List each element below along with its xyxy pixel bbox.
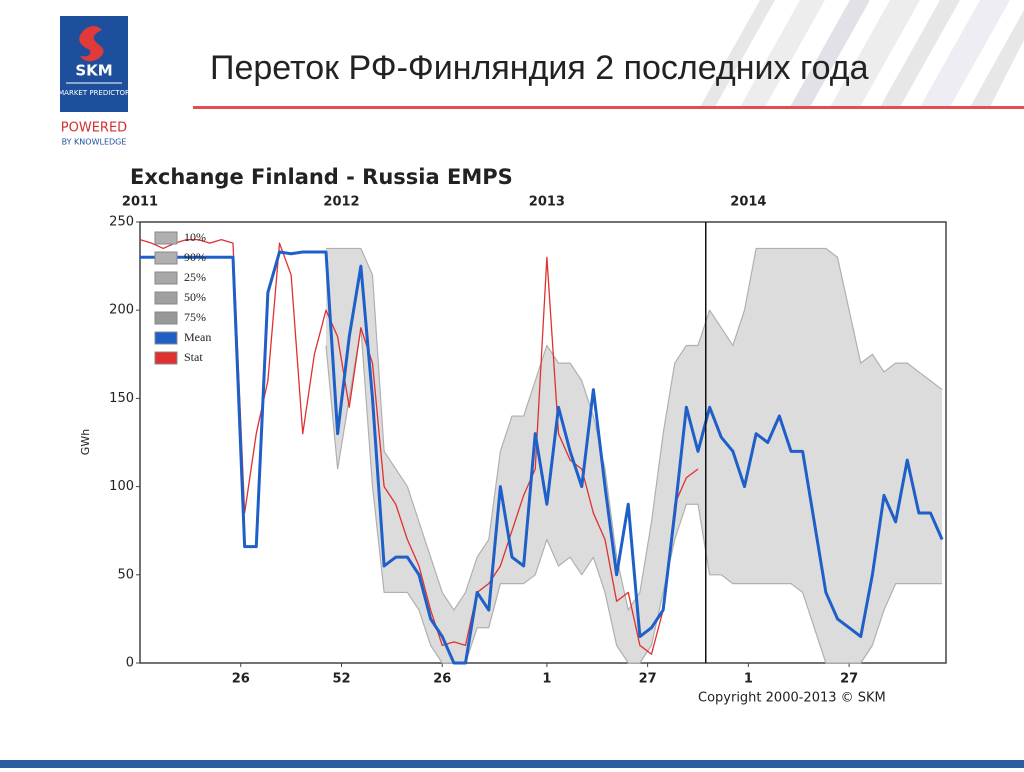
- logo-icon: [79, 26, 104, 62]
- plot: 0 50 100 150 200 250 26 52 26 1 27 1 27 2011 2012 2013 2…: [109, 195, 944, 687]
- y-tick-label: 100: [109, 479, 134, 494]
- legend-label: Stat: [184, 350, 203, 364]
- chart-title: Exchange Finland - Russia EMPS: [130, 165, 513, 189]
- legend-label: 25%: [184, 270, 206, 284]
- band-fill: [326, 248, 943, 663]
- year-label: 2013: [529, 195, 565, 210]
- legend-swatch: [154, 331, 178, 345]
- series-line: [140, 250, 944, 665]
- x-tick-label: 52: [332, 672, 350, 687]
- x-tick-label: 26: [433, 672, 451, 687]
- x-tick-label: 27: [840, 672, 858, 687]
- legend-label: Mean: [184, 330, 211, 344]
- y-tick-label: 50: [117, 567, 134, 582]
- legend-swatch: [154, 311, 178, 325]
- year-label: 2012: [323, 195, 359, 210]
- footer-bar: [0, 760, 1024, 768]
- decor-stripes: [700, 0, 1024, 107]
- y-tick-label: 150: [109, 391, 134, 406]
- title-rule: [193, 106, 1024, 109]
- powered: POWERED: [61, 121, 127, 136]
- series-line: [139, 238, 699, 655]
- y-tick-label: 0: [126, 656, 134, 671]
- powered-sub: BY KNOWLEDGE: [62, 138, 127, 147]
- logo-sub: MARKET PREDICTOR: [58, 89, 130, 97]
- x-tick-label: 26: [232, 672, 250, 687]
- x-tick-label: 1: [542, 672, 551, 687]
- legend-label: 50%: [184, 290, 206, 304]
- legend-swatch: [154, 271, 178, 285]
- year-label: 2014: [730, 195, 766, 210]
- series-line: [326, 247, 943, 611]
- y-tick-label: 250: [109, 215, 134, 230]
- legend-swatch: [154, 231, 178, 245]
- legend-label: 10%: [184, 230, 206, 244]
- copyright: Copyright 2000-2013 © SKM: [698, 691, 886, 706]
- series-line: [325, 327, 943, 664]
- slide-title: Переток РФ-Финляндия 2 последних года: [210, 49, 869, 87]
- x-tick-label: 27: [639, 672, 657, 687]
- legend-swatch: [154, 351, 178, 365]
- y-tick-label: 200: [109, 303, 134, 318]
- legend-swatch: [154, 291, 178, 305]
- year-label: 2011: [122, 195, 158, 210]
- legend-swatch: [154, 251, 178, 265]
- legend-label: 90%: [184, 250, 206, 264]
- legend-label: 75%: [184, 310, 206, 324]
- logo-text: SKM: [75, 62, 112, 80]
- x-tick-label: 1: [744, 672, 753, 687]
- y-axis-label: GWh: [79, 429, 92, 455]
